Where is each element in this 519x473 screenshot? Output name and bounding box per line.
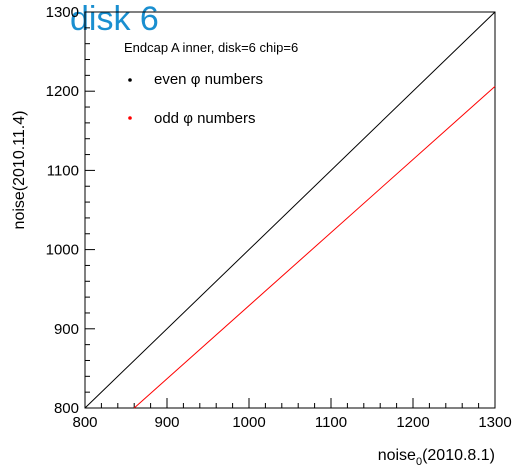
y-axis-label: noise(2010.11.4) <box>11 111 28 230</box>
x-axis-label-main: noise <box>378 447 416 464</box>
series-line-even <box>84 11 496 409</box>
legend-marker-even <box>128 78 132 82</box>
x-tick-label: 900 <box>154 414 179 431</box>
y-tick-label: 1300 <box>46 4 79 21</box>
legend: Endcap A inner, disk=6 chip=6 even φ num… <box>124 40 298 127</box>
y-tick-label: 900 <box>54 321 79 338</box>
x-tick-label: 1000 <box>232 414 265 431</box>
x-tick-label: 1100 <box>315 414 347 431</box>
y-tick-label: 1200 <box>46 83 79 100</box>
legend-label-even: even φ numbers <box>154 71 263 88</box>
legend-marker-odd <box>128 116 132 120</box>
y-axis-ticks: 800 900 1000 1100 1200 1300 <box>46 4 95 417</box>
x-tick-label: 800 <box>72 414 97 431</box>
series-group <box>84 11 496 409</box>
x-tick-label: 1300 <box>478 414 511 431</box>
x-tick-label: 1200 <box>396 414 429 431</box>
chart-title: disk 6 <box>70 0 159 38</box>
legend-label-odd: odd φ numbers <box>154 110 255 127</box>
x-axis-label-sub: 0 <box>416 456 422 468</box>
y-tick-label: 800 <box>54 400 79 417</box>
series-line-odd <box>133 86 496 409</box>
x-axis-ticks: 800 900 1000 1100 1200 1300 <box>72 398 512 431</box>
y-tick-label: 1100 <box>47 162 79 179</box>
x-axis-label-rest: (2010.8.1) <box>422 447 495 464</box>
plot-frame <box>84 11 496 409</box>
x-axis-label: noise0(2010.8.1) <box>378 447 495 468</box>
legend-title: Endcap A inner, disk=6 chip=6 <box>124 40 298 55</box>
y-tick-label: 1000 <box>46 242 79 259</box>
